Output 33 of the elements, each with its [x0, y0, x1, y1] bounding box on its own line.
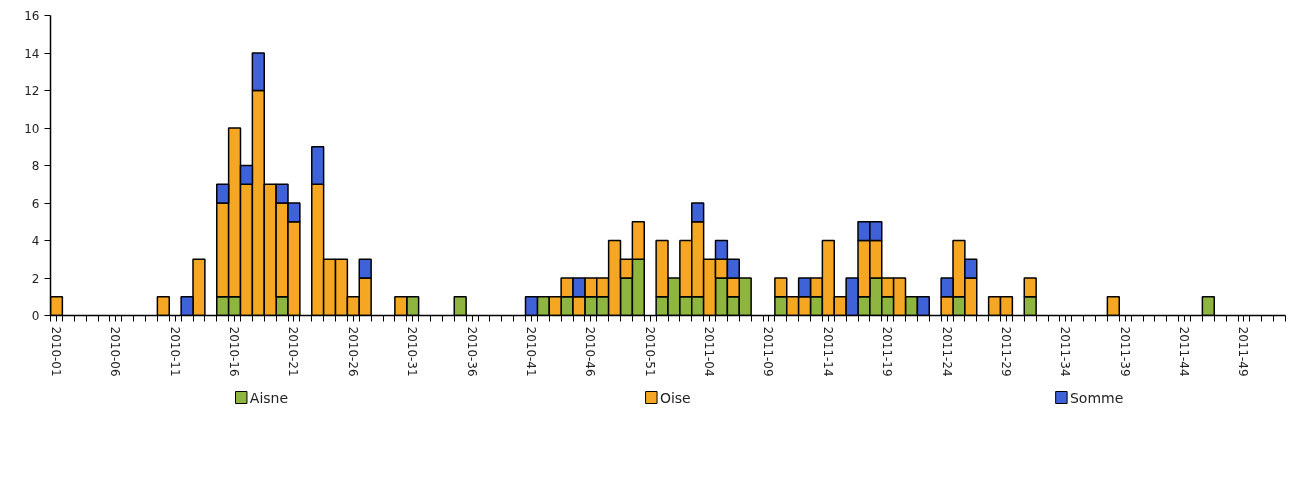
x-tick-label: 2010-46 — [583, 326, 598, 377]
x-tick-label: 2011-44 — [1177, 326, 1192, 377]
legend-label: Somme — [1069, 389, 1124, 406]
x-tick-label: 2011-39 — [1117, 326, 1132, 377]
x-tick-label: 2010-01 — [48, 326, 63, 377]
y-tick-label: 8 — [31, 159, 40, 173]
x-tick-label: 2011-14 — [820, 326, 835, 377]
x-tick-label: 2010-21 — [286, 326, 301, 377]
x-tick-label: 2011-04 — [702, 326, 717, 377]
x-tick-label: 2010-51 — [642, 326, 657, 377]
x-tick-label: 2011-34 — [1058, 326, 1073, 377]
y-tick-label: 10 — [24, 121, 40, 136]
x-tick-label: 2010-31 — [405, 326, 420, 377]
x-tick-label: 2010-11 — [167, 326, 182, 377]
y-tick-label: 12 — [24, 84, 40, 98]
x-tick-label: 2011-24 — [939, 326, 954, 377]
x-tick-label: 2010-16 — [227, 326, 242, 377]
x-tick-label: 2010-36 — [464, 326, 479, 377]
y-tick-label: 14 — [24, 46, 40, 61]
y-tick-label: 16 — [24, 9, 40, 23]
legend-label: Aisne — [249, 389, 289, 406]
x-tick-label: 2011-49 — [1236, 326, 1251, 377]
x-tick-label: 2010-41 — [523, 326, 538, 377]
x-tick-label: 2010-06 — [108, 326, 123, 377]
y-tick-label: 6 — [31, 196, 40, 211]
legend-label: Oise — [659, 389, 691, 406]
x-tick-label: 2011-29 — [998, 326, 1013, 377]
x-tick-label: 2011-19 — [880, 326, 895, 377]
y-tick-label: 4 — [31, 234, 40, 248]
x-tick-label: 2011-09 — [761, 326, 776, 377]
y-tick-label: 2 — [31, 271, 40, 286]
x-tick-label: 2010-26 — [345, 326, 360, 377]
y-tick-label: 0 — [31, 309, 40, 323]
